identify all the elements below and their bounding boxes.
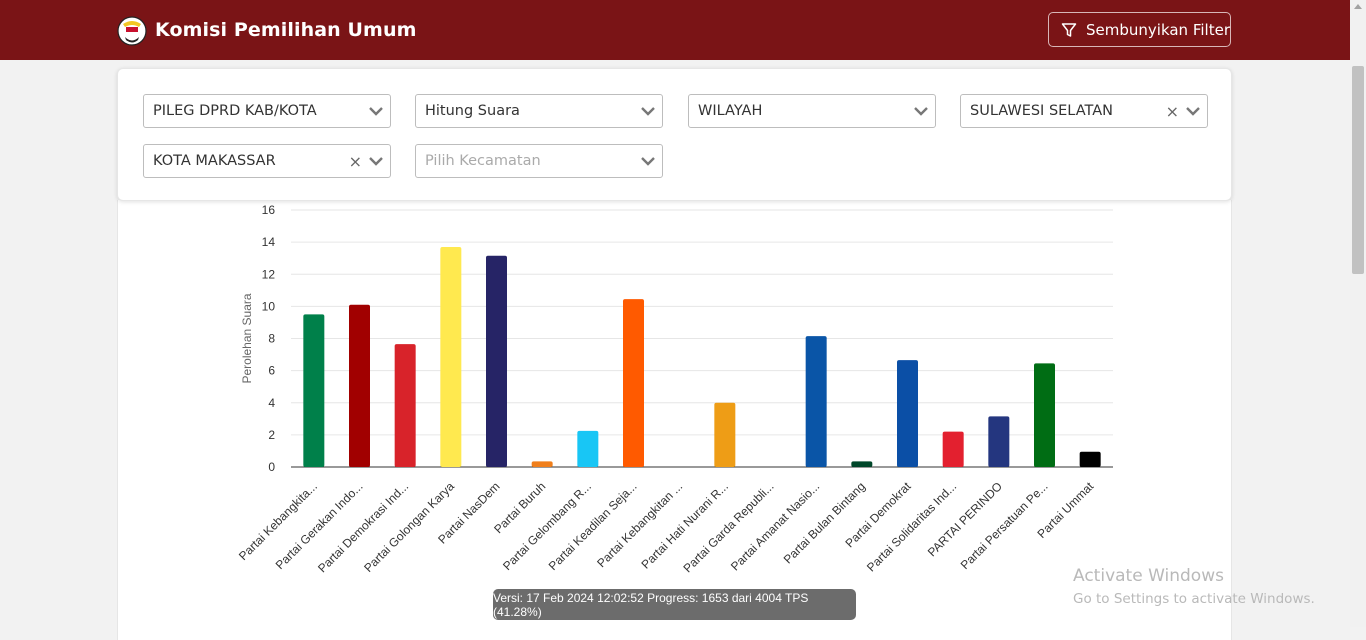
progress-tooltip: Versi: 17 Feb 2024 12:02:52 Progress: 16…: [493, 589, 856, 620]
hide-filter-button[interactable]: Sembunyikan Filter: [1048, 12, 1231, 47]
bar: [1034, 363, 1055, 467]
chevron-down-icon[interactable]: [913, 105, 929, 117]
x-tick-label: Partai Demokrasi Ind...: [315, 479, 411, 575]
y-tick-label: 0: [268, 460, 275, 474]
x-tick-label: Partai Kebangkitan ...: [594, 479, 685, 570]
bar: [486, 255, 507, 467]
filter-select-5[interactable]: KOTA MAKASSAR ×: [143, 144, 391, 178]
bar: [897, 360, 918, 467]
x-tick-label: Partai Gelombang R...: [500, 479, 594, 573]
filter-select-value: WILAYAH: [698, 103, 763, 119]
chevron-down-icon[interactable]: [368, 105, 384, 117]
bar: [805, 336, 827, 467]
activate-windows-watermark: Activate Windows Go to Settings to activ…: [1073, 566, 1315, 607]
bar: [349, 304, 370, 467]
x-tick-label: Partai Garda Republi...: [680, 479, 776, 575]
filter-select-6[interactable]: Pilih Kecamatan: [415, 144, 663, 178]
chevron-down-icon[interactable]: [1185, 105, 1201, 117]
bar: [851, 461, 873, 467]
scroll-up-arrow-icon[interactable]: [1354, 4, 1362, 9]
bar: [714, 402, 736, 467]
filter-select-value: Hitung Suara: [425, 103, 520, 119]
x-tick-label: Partai Golongan Karya: [361, 479, 457, 575]
x-tick-label: Partai Bulan Bintang: [781, 479, 868, 566]
chevron-down-icon[interactable]: [640, 105, 656, 117]
chart-card: 0 2 4 6 8 10 12 14 16 Perolehan Suara Partai Keban…: [117, 200, 1232, 640]
clear-selection-icon[interactable]: ×: [348, 152, 362, 171]
bar: [1079, 451, 1101, 467]
filter-select-value: PILEG DPRD KAB/KOTA: [153, 103, 317, 119]
activate-subtitle: Go to Settings to activate Windows.: [1073, 591, 1315, 607]
x-tick-label: Partai Solidaritas Ind...: [864, 479, 959, 574]
bar: [531, 461, 553, 467]
funnel-icon: [1061, 22, 1077, 37]
filter-select-placeholder: Pilih Kecamatan: [425, 153, 541, 169]
filter-panel: PILEG DPRD KAB/KOTA Hitung Suara WILAYAH SU…: [117, 68, 1232, 201]
y-tick-label: 4: [268, 396, 275, 410]
y-tick-label: 14: [262, 235, 276, 249]
filter-select-value: SULAWESI SELATAN: [970, 103, 1114, 119]
vote-bar-chart: 0 2 4 6 8 10 12 14 16 Perolehan Suara Partai Keban…: [236, 203, 1113, 575]
bar: [988, 416, 1010, 467]
y-tick-label: 8: [268, 332, 275, 346]
filter-select-3[interactable]: WILAYAH: [688, 94, 936, 128]
chevron-down-icon[interactable]: [640, 155, 656, 167]
y-axis-label: Perolehan Suara: [240, 293, 254, 383]
x-tick-label: Partai Gerakan Indo...: [273, 479, 366, 572]
x-tick-label: Partai Amanat Nasio...: [728, 479, 822, 573]
top-navbar: Komisi Pemilihan Umum Sembunyikan Filter: [0, 0, 1350, 60]
y-tick-label: 10: [262, 299, 276, 313]
filter-select-1[interactable]: PILEG DPRD KAB/KOTA: [143, 94, 391, 128]
activate-title: Activate Windows: [1073, 566, 1224, 586]
y-tick-label: 2: [268, 428, 275, 442]
bar: [440, 246, 462, 467]
hide-filter-label: Sembunyikan Filter: [1086, 20, 1230, 39]
y-tick-label: 16: [262, 203, 276, 217]
x-tick-label: Partai Keadilan Seja...: [546, 479, 640, 573]
y-tick-label: 12: [262, 267, 276, 281]
bar: [942, 431, 964, 467]
filter-select-value: KOTA MAKASSAR: [153, 153, 276, 169]
chevron-down-icon[interactable]: [368, 155, 384, 167]
x-tick-label: Partai Kebangkita...: [236, 479, 320, 563]
filter-select-2[interactable]: Hitung Suara: [415, 94, 663, 128]
brand-title[interactable]: Komisi Pemilihan Umum: [155, 19, 417, 41]
bar: [577, 430, 599, 467]
bar: [394, 344, 416, 467]
scrollbar-thumb[interactable]: [1352, 66, 1364, 274]
bar: [623, 299, 644, 467]
x-tick-label: Partai Hati Nurani R...: [639, 479, 731, 571]
kpu-logo-icon[interactable]: [117, 15, 147, 47]
filter-select-4[interactable]: SULAWESI SELATAN ×: [960, 94, 1208, 128]
clear-selection-icon[interactable]: ×: [1165, 102, 1179, 121]
bar: [303, 314, 325, 467]
x-tick-label: Partai Persatuan Pe...: [958, 479, 1051, 572]
y-tick-label: 6: [268, 364, 275, 378]
